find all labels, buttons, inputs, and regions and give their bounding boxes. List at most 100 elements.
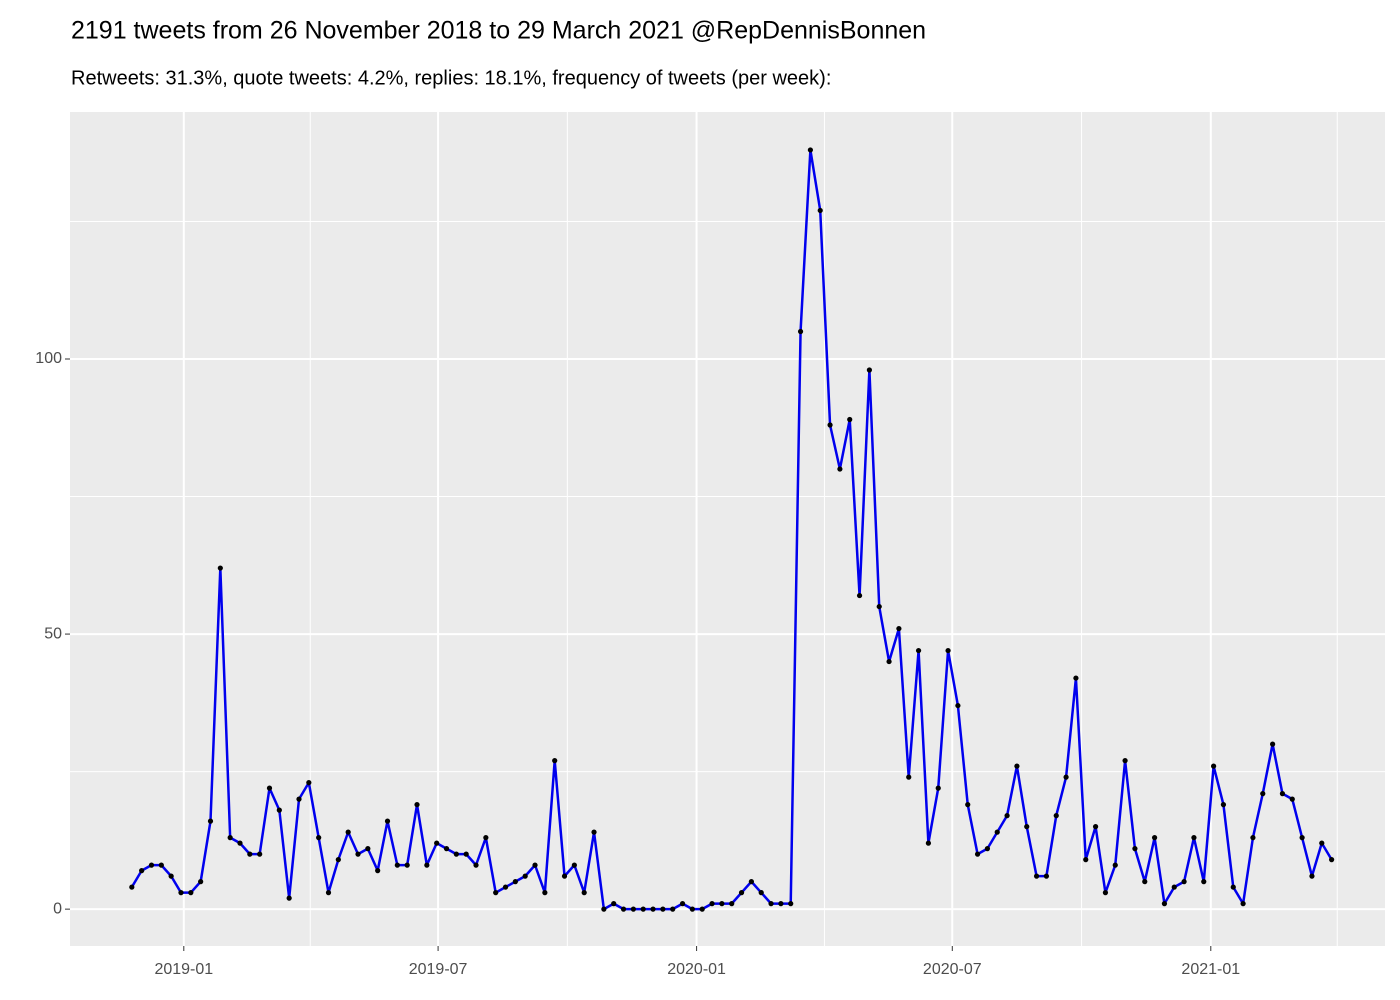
point — [640, 906, 646, 912]
chart-title: 2191 tweets from 26 November 2018 to 29 … — [71, 17, 926, 45]
point — [611, 901, 617, 907]
point — [729, 901, 735, 907]
point — [1289, 796, 1295, 802]
point — [1014, 763, 1020, 769]
point — [1063, 774, 1069, 780]
point — [542, 890, 548, 896]
point — [1132, 846, 1138, 852]
point — [797, 328, 804, 335]
y-tick-label: 0 — [53, 900, 62, 917]
point — [719, 901, 725, 907]
point — [1181, 879, 1187, 885]
point — [1260, 791, 1266, 797]
point — [207, 818, 214, 824]
point — [1250, 835, 1256, 841]
point — [1319, 840, 1325, 846]
point — [591, 829, 597, 835]
point — [158, 862, 164, 868]
y-tick-label: 50 — [44, 625, 62, 642]
point — [876, 603, 882, 610]
point — [394, 862, 400, 868]
point — [345, 829, 351, 835]
point — [1004, 813, 1010, 819]
point — [581, 890, 587, 896]
point — [365, 846, 371, 852]
point — [237, 840, 243, 846]
point — [335, 857, 341, 863]
point — [1053, 813, 1059, 819]
point — [866, 367, 872, 373]
point — [148, 862, 155, 868]
point — [1033, 873, 1040, 879]
point — [886, 658, 892, 665]
point — [758, 890, 764, 896]
point — [198, 879, 204, 885]
point — [935, 785, 941, 791]
point — [827, 422, 833, 428]
point — [375, 868, 381, 874]
point — [974, 851, 981, 857]
x-tick-label: 2020-07 — [923, 961, 982, 978]
point — [945, 647, 951, 654]
point — [817, 207, 823, 214]
point — [1073, 675, 1079, 681]
point — [178, 890, 184, 896]
point — [778, 901, 784, 907]
point — [965, 802, 971, 808]
point — [906, 774, 912, 780]
point — [276, 807, 282, 813]
point — [837, 466, 843, 472]
y-tick-label: 100 — [35, 350, 62, 367]
point — [738, 890, 745, 896]
point — [227, 835, 233, 841]
point — [856, 592, 863, 599]
point — [424, 862, 430, 868]
point — [709, 901, 715, 907]
point — [1161, 901, 1168, 907]
point — [601, 906, 607, 912]
point — [1092, 824, 1099, 830]
point — [915, 647, 922, 654]
point — [1102, 890, 1109, 896]
x-tick-label: 2019-01 — [154, 961, 213, 978]
point — [1329, 857, 1335, 863]
point — [1240, 901, 1246, 907]
point — [502, 884, 509, 890]
point — [955, 702, 961, 709]
x-tick-label: 2019-07 — [409, 961, 468, 978]
point — [217, 565, 223, 571]
point — [807, 147, 813, 153]
point — [1220, 802, 1227, 808]
point — [1024, 824, 1030, 830]
point — [1112, 862, 1118, 868]
point — [168, 873, 174, 879]
point — [1309, 873, 1315, 879]
point — [561, 873, 568, 879]
point — [1270, 741, 1276, 747]
point — [748, 879, 754, 885]
point — [532, 862, 538, 868]
point — [1211, 763, 1217, 769]
point — [670, 906, 676, 912]
point — [925, 840, 932, 846]
point — [650, 906, 656, 912]
point — [1230, 884, 1236, 890]
point — [896, 625, 902, 632]
point — [453, 851, 459, 857]
point — [689, 906, 695, 912]
point — [571, 862, 577, 868]
point — [463, 851, 469, 857]
point — [847, 416, 853, 423]
point — [984, 846, 991, 852]
point — [1142, 879, 1148, 885]
point — [1191, 835, 1197, 841]
point — [630, 906, 636, 912]
point — [355, 851, 361, 857]
point — [1299, 835, 1305, 841]
point — [1083, 857, 1089, 863]
point — [768, 901, 774, 907]
point — [316, 835, 322, 841]
x-tick-label: 2020-01 — [667, 961, 726, 978]
point — [384, 818, 391, 824]
